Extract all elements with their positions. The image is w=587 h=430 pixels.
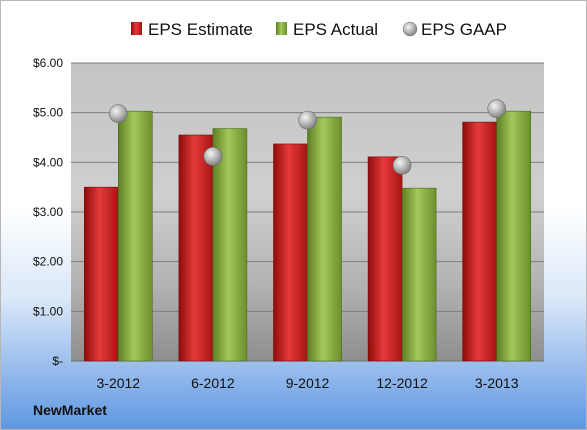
bar-eps-estimate bbox=[84, 186, 119, 362]
bar-eps-estimate bbox=[462, 121, 498, 362]
bar-eps-actual bbox=[401, 187, 437, 362]
point-eps-gaap bbox=[109, 104, 128, 123]
x-category-label: 3-2013 bbox=[475, 375, 519, 391]
y-tick-label: $2.00 bbox=[33, 255, 63, 269]
legend-eps-actual-swatch bbox=[276, 22, 287, 35]
y-tick-label: $1.00 bbox=[33, 304, 63, 318]
company-name: NewMarket bbox=[33, 402, 107, 418]
y-tick-label: $3.00 bbox=[33, 205, 63, 219]
x-category-label: 3-2012 bbox=[97, 375, 141, 391]
bar-eps-actual bbox=[496, 110, 532, 362]
bar-eps-estimate bbox=[367, 156, 403, 362]
bar-eps-actual bbox=[118, 110, 153, 362]
x-category-label: 6-2012 bbox=[191, 375, 235, 391]
point-eps-gaap bbox=[203, 147, 223, 166]
x-category-label: 9-2012 bbox=[286, 375, 330, 391]
legend-eps-gaap-label: EPS GAAP bbox=[421, 20, 507, 39]
legend-eps-gaap-swatch bbox=[402, 21, 418, 37]
legend-eps-estimate-label: EPS Estimate bbox=[148, 20, 253, 39]
y-tick-label: $- bbox=[52, 354, 63, 368]
y-tick-label: $5.00 bbox=[33, 106, 63, 120]
x-category-label: 12-2012 bbox=[376, 375, 428, 391]
bar-eps-actual bbox=[212, 128, 248, 362]
y-tick-label: $4.00 bbox=[33, 155, 63, 169]
bar-eps-estimate bbox=[273, 143, 308, 362]
bar-eps-actual bbox=[307, 116, 342, 362]
point-eps-gaap bbox=[487, 99, 507, 118]
legend-eps-actual-label: EPS Actual bbox=[293, 20, 378, 39]
legend-eps-estimate-swatch bbox=[131, 22, 142, 35]
y-tick-label: $6.00 bbox=[33, 56, 63, 70]
point-eps-gaap bbox=[298, 110, 317, 130]
point-eps-gaap bbox=[392, 156, 412, 175]
legend: EPS Estimate EPS Actual EPS GAAP bbox=[131, 20, 507, 39]
bar-eps-estimate bbox=[178, 134, 214, 362]
